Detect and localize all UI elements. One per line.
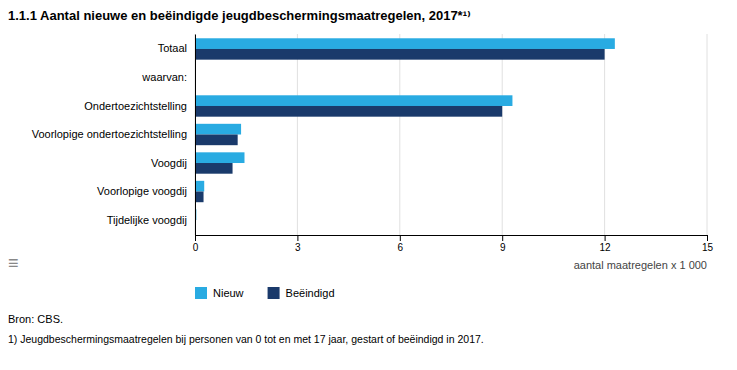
grid-line bbox=[399, 34, 400, 235]
source: Bron: CBS. bbox=[8, 313, 63, 325]
x-tick-mark bbox=[297, 235, 298, 241]
bar bbox=[195, 192, 204, 203]
plot: 0 3 6 9 12 15 aantal maatregelen x 1 000 Totaal… bbox=[32, 34, 714, 271]
legend: Nieuw Beëindigd bbox=[195, 287, 335, 299]
chart: 1.1.1 Aantal nieuwe en beëindigde jeugdb… bbox=[0, 0, 737, 370]
x-tick-label: 0 bbox=[193, 242, 199, 253]
y-tick: waarvan: bbox=[141, 71, 195, 83]
y-axis-line bbox=[195, 35, 196, 236]
y-tick: Ondertoezichtstelling bbox=[84, 100, 195, 112]
bar bbox=[195, 38, 615, 49]
x-tick-mark bbox=[707, 235, 708, 241]
x-tick: 6 bbox=[398, 235, 404, 253]
x-axis-line bbox=[196, 236, 708, 242]
title: 1.1.1 Aantal nieuwe en beëindigde jeugdb… bbox=[8, 8, 471, 23]
bar bbox=[195, 49, 605, 60]
bar bbox=[195, 95, 512, 106]
y-tick: Voorlopige voogdij bbox=[97, 185, 195, 197]
legend-label: Nieuw bbox=[213, 287, 244, 299]
x-tick: 15 bbox=[702, 235, 714, 253]
y-tick-label: Totaal bbox=[158, 42, 187, 54]
x-tick-mark bbox=[195, 235, 196, 241]
logo: ≡ bbox=[8, 253, 19, 273]
legend-label: Beëindigd bbox=[286, 287, 335, 299]
y-tick-label: waarvan: bbox=[141, 71, 187, 83]
legend-item: Beëindigd bbox=[268, 287, 335, 299]
y-axis: Totaal waarvan: Ondertoezichtstelling Voorl… bbox=[32, 35, 196, 236]
bar bbox=[195, 135, 238, 146]
x-tick: 12 bbox=[600, 235, 612, 253]
grid-line bbox=[502, 34, 503, 235]
y-tick-label: Voogdij bbox=[151, 157, 187, 169]
y-tick: Voogdij bbox=[151, 157, 195, 169]
x-tick-mark bbox=[605, 235, 606, 241]
x-axis: 0 3 6 9 12 15 bbox=[193, 235, 714, 253]
x-tick-label: 9 bbox=[500, 242, 506, 253]
bar bbox=[195, 124, 241, 135]
x-tick-label: 12 bbox=[600, 242, 612, 253]
y-tick: Tijdelijke voogdij bbox=[107, 214, 195, 226]
x-tick: 9 bbox=[500, 235, 506, 253]
x-tick-mark bbox=[502, 235, 503, 241]
y-tick-label: Ondertoezichtstelling bbox=[84, 100, 187, 112]
grid-line bbox=[297, 34, 298, 235]
y-tick-label: Voorlopige ondertoezichtstelling bbox=[32, 128, 187, 140]
legend-swatch bbox=[195, 287, 207, 299]
grid-line bbox=[707, 34, 708, 235]
x-tick-mark bbox=[400, 235, 401, 241]
x-tick-label: 15 bbox=[702, 242, 714, 253]
y-tick-label: Tijdelijke voogdij bbox=[107, 214, 187, 226]
y-tick-label: Voorlopige voogdij bbox=[97, 185, 187, 197]
grid-line bbox=[604, 34, 605, 235]
bar bbox=[195, 106, 502, 117]
bar bbox=[195, 181, 204, 192]
grid-line bbox=[195, 34, 196, 235]
x-tick: 0 bbox=[193, 235, 199, 253]
x-tick-label: 6 bbox=[398, 242, 404, 253]
bar bbox=[195, 152, 244, 163]
x-tick-label: 3 bbox=[295, 242, 301, 253]
legend-swatch bbox=[268, 287, 280, 299]
x-tick: 3 bbox=[295, 235, 301, 253]
grid bbox=[195, 34, 707, 235]
legend-item: Nieuw bbox=[195, 287, 244, 299]
bars bbox=[195, 38, 615, 220]
footnote: 1) Jeugdbeschermingsmaatregelen bij pers… bbox=[8, 333, 484, 345]
x-axis-label: aantal maatregelen x 1 000 bbox=[574, 259, 707, 271]
y-tick: Voorlopige ondertoezichtstelling bbox=[32, 128, 195, 140]
bar bbox=[195, 163, 233, 174]
y-tick: Totaal bbox=[158, 42, 195, 54]
